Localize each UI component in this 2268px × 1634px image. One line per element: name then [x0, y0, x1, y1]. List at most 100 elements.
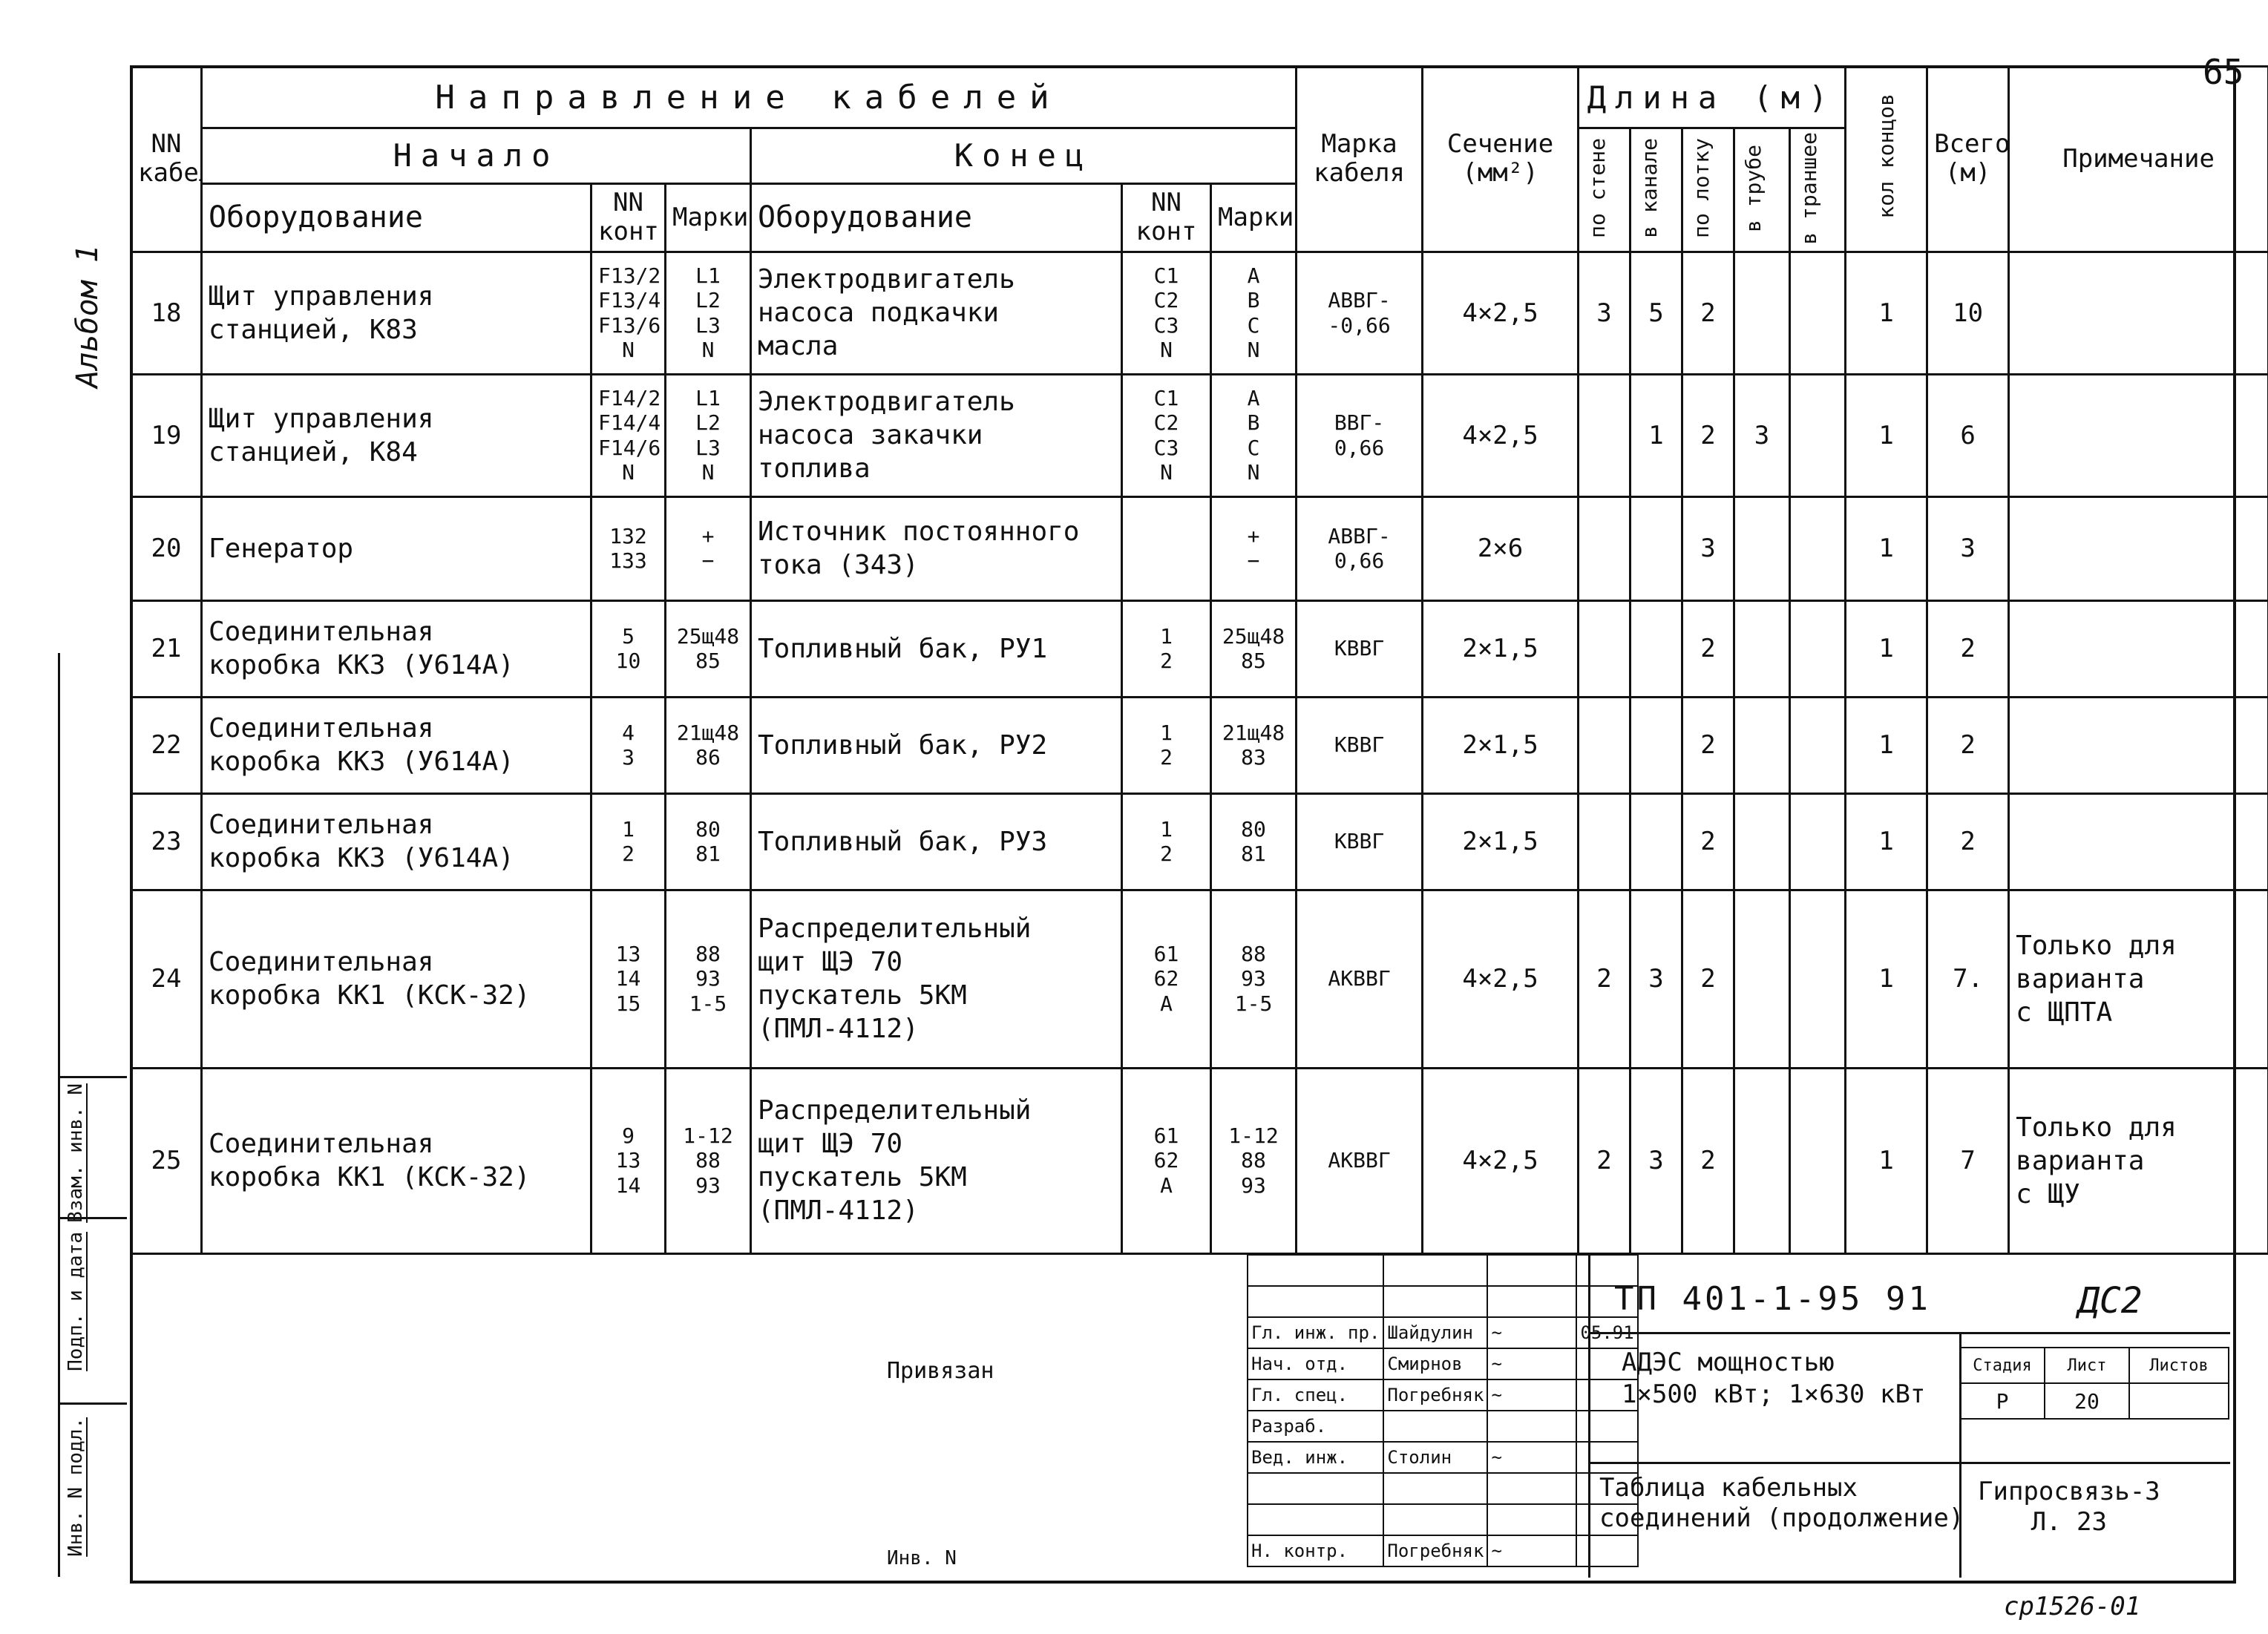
row-ends: 1: [1844, 250, 1929, 375]
row-start-contacts: 4 3: [590, 695, 666, 795]
row-len-channel: [1629, 495, 1684, 602]
row-len-pipe: [1733, 599, 1792, 698]
row-nn: 22: [130, 695, 203, 795]
row-start-marking: 1-12 88 93: [664, 1066, 752, 1255]
row-len-trench: [1789, 495, 1847, 602]
row-cable-mark: ВВГ- 0,66: [1295, 373, 1424, 498]
row-len-tray: 3: [1681, 495, 1736, 602]
row-ends: 1: [1844, 373, 1929, 498]
row-end-contacts: 61 62 A: [1121, 1066, 1212, 1255]
table-row: 25 Соединительная коробка КК1 (КСК-32) 9…: [130, 1066, 2268, 1255]
row-section: 2×1,5: [1421, 599, 1580, 698]
row-len-pipe: [1733, 495, 1792, 602]
row-len-pipe: [1733, 1066, 1792, 1255]
row-len-channel: 3: [1629, 888, 1684, 1069]
row-len-channel: 3: [1629, 1066, 1684, 1255]
header-len-pipe: в трубе: [1733, 127, 1792, 253]
approval-row: Н. контр. Погребняк ~: [1246, 1535, 1639, 1567]
sheet-code: ДС2: [2078, 1280, 2143, 1322]
doc-stamp: ср1526-01: [2004, 1592, 2141, 1621]
signature: ~: [1487, 1379, 1578, 1411]
row-len-pipe: 3: [1733, 373, 1792, 498]
approvals-table: Гл. инж. пр. Шайдулин ~05.91 Нач. отд. Смир…: [1246, 1254, 1639, 1567]
row-cable-mark: КВВГ: [1295, 599, 1424, 698]
row-len-tray: 2: [1681, 695, 1736, 795]
row-len-pipe: [1733, 888, 1792, 1069]
row-total: 7.: [1926, 888, 2010, 1069]
table-row: 18 Щит управления станцией, К83 F13/2 F1…: [130, 250, 2268, 375]
row-end-marking: 25щ48 85: [1209, 599, 1298, 698]
row-len-pipe: [1733, 792, 1792, 891]
signature: ~: [1487, 1316, 1578, 1349]
row-start-equipment: Соединительная коробка КК1 (КСК-32): [200, 888, 592, 1069]
header-marking-end: Маркировка: [1209, 182, 1298, 253]
row-note: [2008, 250, 2268, 375]
header-len-channel: в канале: [1629, 127, 1684, 253]
row-end-marking: 80 81: [1209, 792, 1298, 891]
row-end-contacts: 1 2: [1121, 599, 1212, 698]
row-total: 6: [1926, 373, 2010, 498]
row-end-equipment: Топливный бак, РУ1: [750, 599, 1123, 698]
row-ends: 1: [1844, 695, 1929, 795]
row-start-contacts: 9 13 14: [590, 1066, 666, 1255]
row-end-contacts: C1 C2 C3 N: [1121, 250, 1212, 375]
row-len-wall: [1577, 599, 1632, 698]
row-note: [2008, 792, 2268, 891]
title-main-area: [1588, 1254, 2232, 1578]
inv-no-field: Инв. N: [887, 1547, 957, 1569]
left-stamp-strip: Инв. N подл. Подп. и дата Взам. инв. N: [58, 653, 127, 1577]
row-note: Только для варианта с ЩУ: [2008, 1066, 2268, 1255]
row-section: 2×1,5: [1421, 695, 1580, 795]
row-end-contacts: [1121, 495, 1212, 602]
row-ends: 1: [1844, 599, 1929, 698]
table-row: 20 Генератор 132 133 + − Источник постоя…: [130, 495, 2268, 602]
row-start-marking: 88 93 1-5: [664, 888, 752, 1069]
row-end-marking: A B C N: [1209, 373, 1298, 498]
row-start-contacts: 132 133: [590, 495, 666, 602]
header-equipment-start: Оборудование: [200, 182, 592, 253]
header-len-trench: в траншее: [1789, 127, 1847, 253]
object-name: АДЭС мощностью 1×500 кВт; 1×630 кВт: [1622, 1348, 1926, 1409]
drawing-name: Таблица кабельных соединений (продолжени…: [1599, 1473, 1964, 1533]
approval-row: Гл. спец. Погребняк ~: [1246, 1379, 1639, 1411]
row-nn: 19: [130, 373, 203, 498]
album-label: Альбом 1: [71, 245, 105, 388]
row-ends: 1: [1844, 1066, 1929, 1255]
row-len-wall: [1577, 373, 1632, 498]
row-end-marking: A B C N: [1209, 250, 1298, 375]
row-len-tray: 2: [1681, 888, 1736, 1069]
row-end-equipment: Источник постоянного тока (343): [750, 495, 1123, 602]
row-total: 3: [1926, 495, 2010, 602]
row-end-equipment: Электродвигатель насоса закачки топлива: [750, 373, 1123, 498]
row-start-equipment: Щит управления станцией, К83: [200, 250, 592, 375]
row-len-trench: [1789, 695, 1847, 795]
table-row: 21 Соединительная коробка КК3 (У614А) 5 …: [130, 599, 2268, 698]
row-end-marking: + −: [1209, 495, 1298, 602]
row-cable-mark: АВВГ- 0,66: [1295, 495, 1424, 602]
header-cable-mark: Марка кабеля: [1295, 65, 1424, 253]
row-len-tray: 2: [1681, 599, 1736, 698]
row-len-wall: [1577, 792, 1632, 891]
row-section: 4×2,5: [1421, 888, 1580, 1069]
header-note: Примечание: [2008, 65, 2268, 253]
row-start-marking: L1 L2 L3 N: [664, 250, 752, 375]
row-len-tray: 2: [1681, 373, 1736, 498]
row-nn: 25: [130, 1066, 203, 1255]
header-nn-cables: NN кабелей: [130, 65, 203, 253]
replace-inv-label: Взам. инв. N: [65, 1083, 87, 1223]
row-start-marking: L1 L2 L3 N: [664, 373, 752, 498]
row-len-channel: 1: [1629, 373, 1684, 498]
drawing-frame: [130, 65, 2236, 1584]
header-ends-count: кол концов: [1844, 65, 1929, 253]
row-start-contacts: 1 2: [590, 792, 666, 891]
row-end-contacts: 61 62 A: [1121, 888, 1212, 1069]
row-cable-mark: АВВГ- -0,66: [1295, 250, 1424, 375]
row-total: 2: [1926, 695, 2010, 795]
row-section: 4×2,5: [1421, 250, 1580, 375]
row-total: 2: [1926, 792, 2010, 891]
row-len-tray: 2: [1681, 792, 1736, 891]
row-end-equipment: Распределительный щит ЩЭ 70 пускатель 5К…: [750, 1066, 1123, 1255]
row-end-marking: 1-12 88 93: [1209, 1066, 1298, 1255]
row-end-marking: 21щ48 83: [1209, 695, 1298, 795]
row-len-channel: [1629, 792, 1684, 891]
